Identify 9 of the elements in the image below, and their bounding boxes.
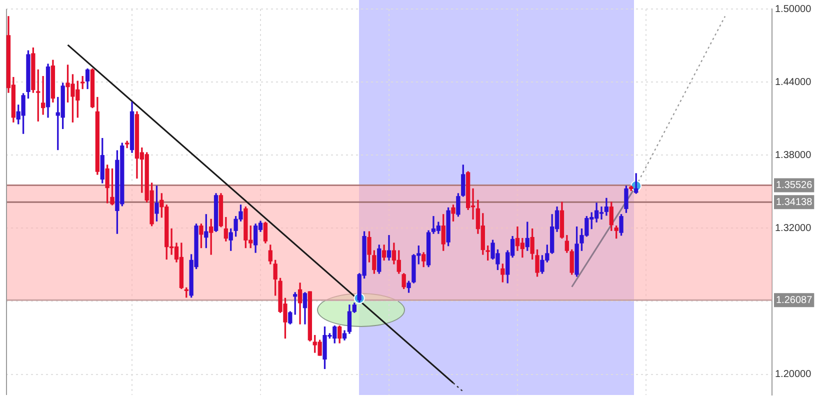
y-tick-label: 1.32000 [775, 222, 812, 234]
ref-line-label: 1.26087 [776, 294, 813, 306]
y-tick-label: 1.50000 [775, 4, 812, 15]
candlestick [40, 76, 46, 115]
y-tick-label: 1.20000 [775, 369, 812, 380]
y-tick-label: 1.44000 [775, 76, 812, 88]
y-tick-label: 1.38000 [775, 150, 812, 161]
ref-line-label: 1.34138 [776, 196, 813, 208]
ref-line-label: 1.35526 [776, 180, 813, 191]
